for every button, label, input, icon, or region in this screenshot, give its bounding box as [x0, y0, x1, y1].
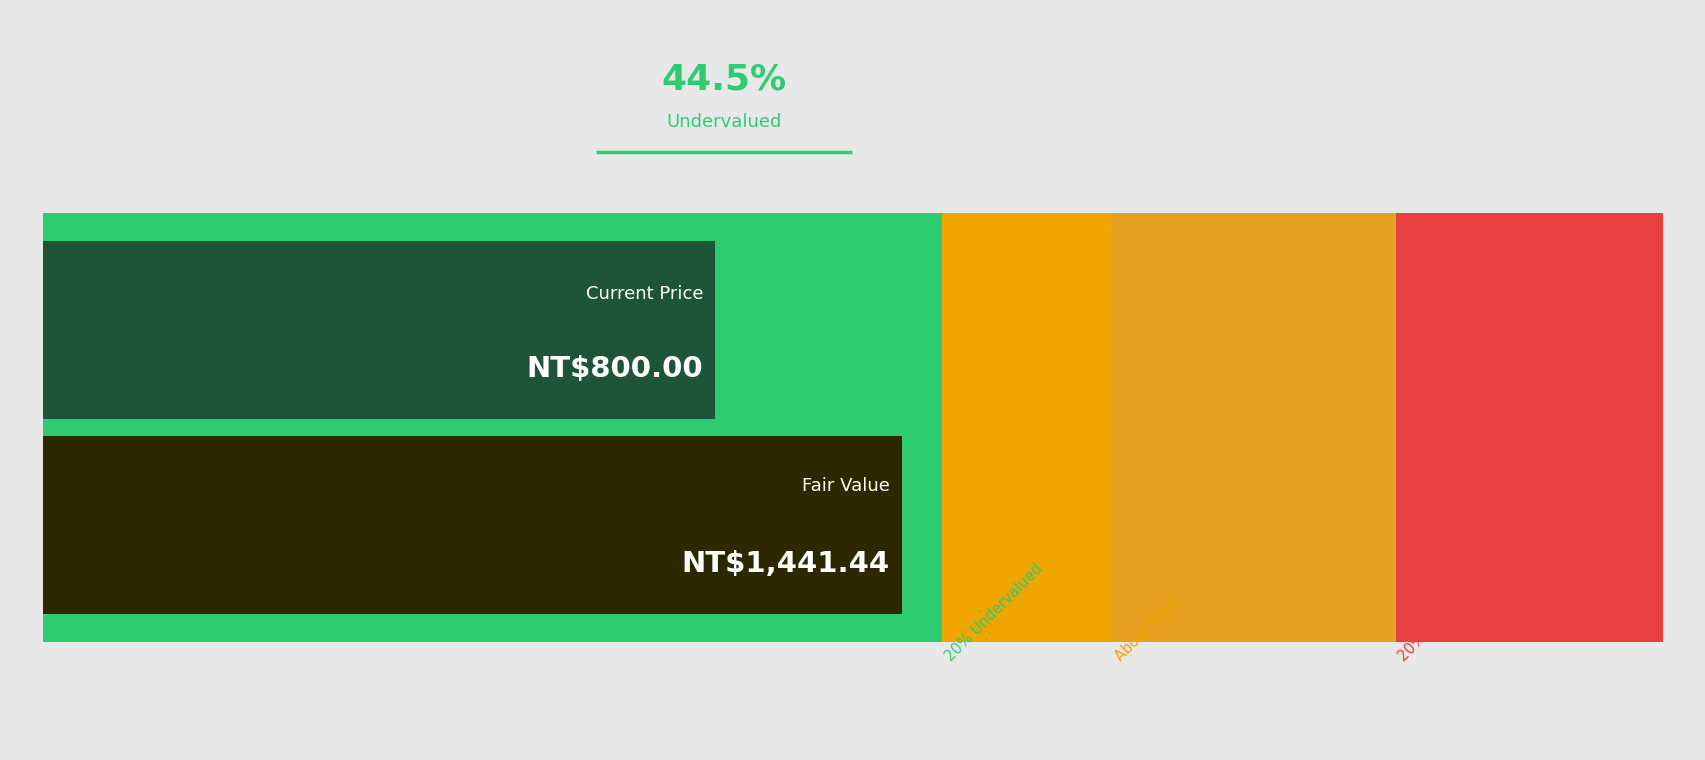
- Text: NT$800.00: NT$800.00: [527, 355, 702, 383]
- Text: NT$1,441.44: NT$1,441.44: [682, 550, 890, 578]
- Bar: [43, 213, 941, 642]
- Bar: [1112, 213, 1395, 642]
- Bar: [43, 241, 714, 419]
- Text: 44.5%: 44.5%: [662, 63, 786, 97]
- Bar: [941, 213, 1112, 642]
- Text: 20% Undervalued: 20% Undervalued: [941, 561, 1045, 664]
- Text: Fair Value: Fair Value: [801, 477, 890, 495]
- Text: 20% Overvalued: 20% Overvalued: [1395, 568, 1492, 664]
- Bar: [1395, 213, 1662, 642]
- Text: Undervalued: Undervalued: [665, 112, 781, 131]
- Bar: [43, 436, 900, 614]
- Text: About Right: About Right: [1112, 593, 1183, 664]
- Text: Current Price: Current Price: [585, 285, 702, 303]
